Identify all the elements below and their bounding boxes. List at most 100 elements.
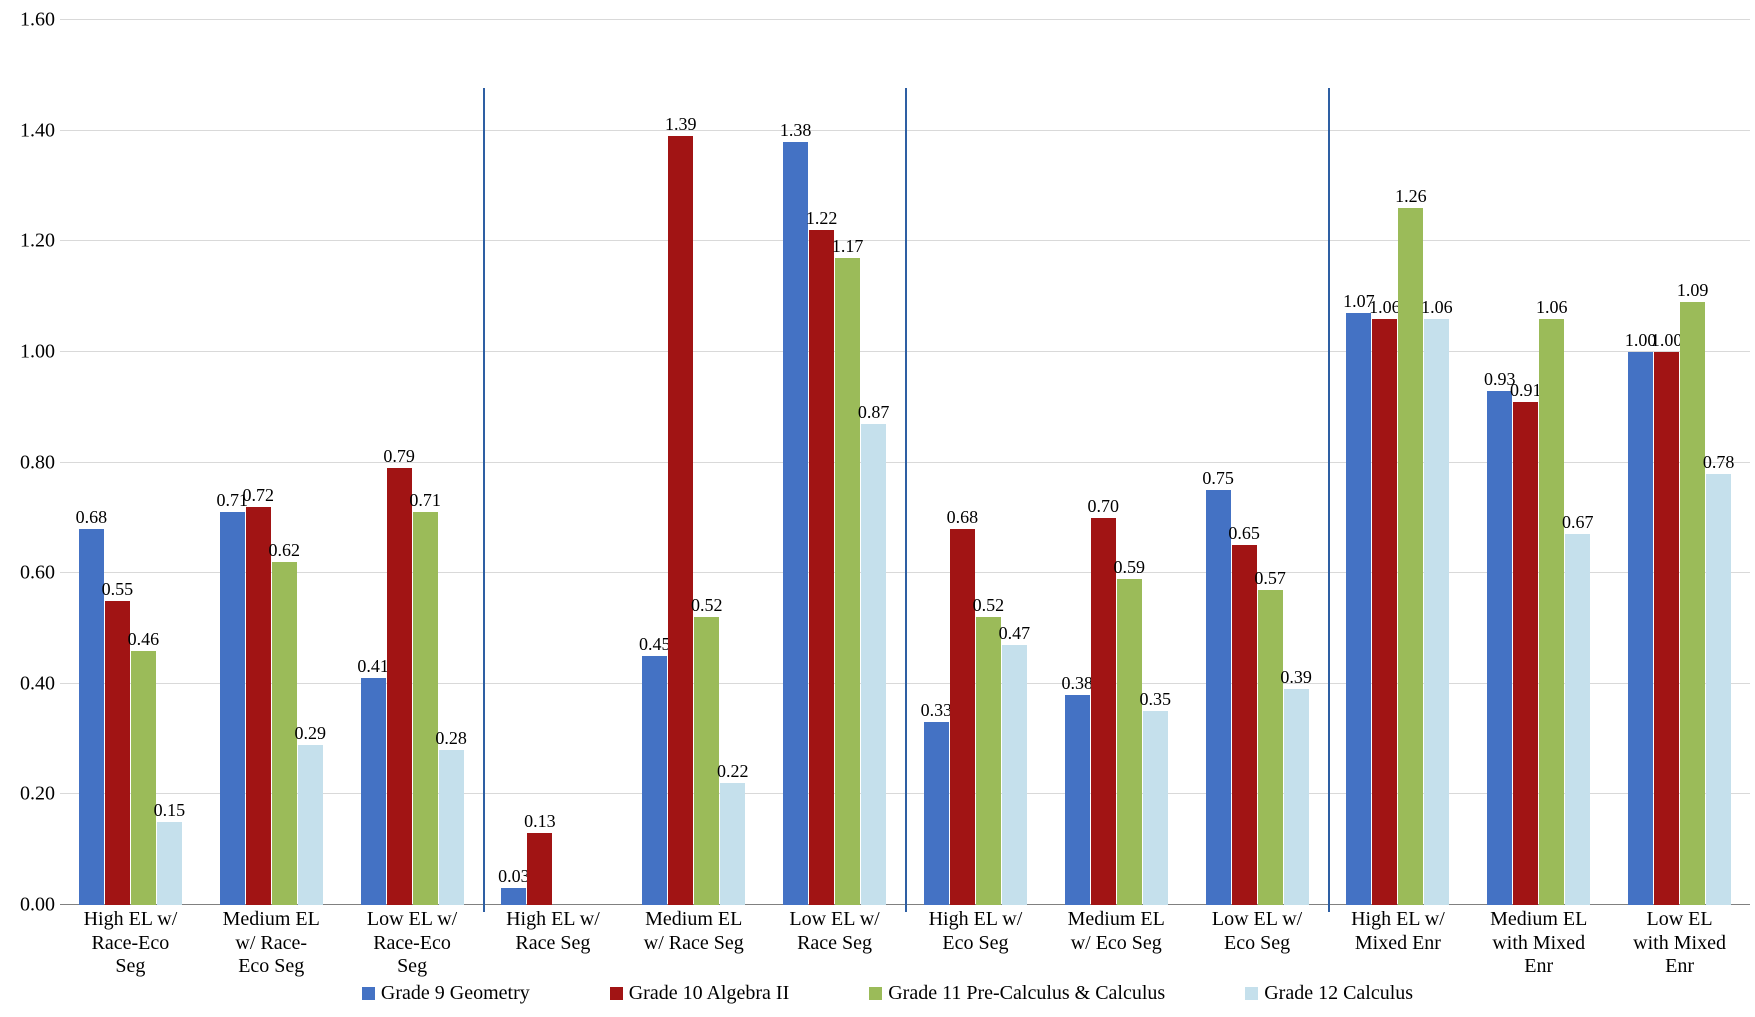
- legend-label: Grade 11 Pre-Calculus & Calculus: [888, 982, 1165, 1005]
- legend-item: Grade 11 Pre-Calculus & Calculus: [869, 982, 1165, 1005]
- bar-group: 0.680.550.460.15: [60, 20, 201, 905]
- bar: 0.93: [1487, 391, 1512, 905]
- bar-value-label: 0.72: [242, 485, 274, 506]
- legend-item: Grade 12 Calculus: [1245, 982, 1413, 1005]
- bar: 0.62: [272, 562, 297, 905]
- bar-value-label: 1.06: [1369, 297, 1401, 318]
- bar: 0.52: [694, 617, 719, 905]
- bar: 1.06: [1424, 319, 1449, 905]
- category-label: Low EL w/Race Seg: [764, 908, 905, 955]
- bar-value-label: 1.26: [1395, 186, 1427, 207]
- bar-value-label: 1.22: [806, 208, 838, 229]
- category-label: Medium ELw/ Race-Eco Seg: [201, 908, 342, 979]
- bar-value-label: 0.35: [1139, 689, 1171, 710]
- legend-label: Grade 10 Algebra II: [629, 982, 790, 1005]
- category-label: Low EL w/Eco Seg: [1187, 908, 1328, 955]
- y-tick-label: 0.40: [10, 672, 55, 695]
- category-label: High EL w/Mixed Enr: [1328, 908, 1469, 955]
- y-tick-label: 0.60: [10, 562, 55, 585]
- bar-value-label: 0.75: [1202, 468, 1234, 489]
- bar: 1.09: [1680, 302, 1705, 905]
- bar: 0.55: [105, 601, 130, 905]
- bar: 0.03: [501, 888, 526, 905]
- bar: 1.26: [1398, 208, 1423, 905]
- bar-value-label: 0.13: [524, 811, 556, 832]
- bar-cluster: 1.071.061.261.06: [1328, 20, 1469, 905]
- legend-label: Grade 9 Geometry: [381, 982, 530, 1005]
- bar: 0.38: [1065, 695, 1090, 905]
- bar-value-label: 1.17: [832, 236, 864, 257]
- bar-group: 0.380.700.590.35: [1046, 20, 1187, 905]
- legend: Grade 9 Geometry Grade 10 Algebra II Grade…: [10, 982, 1755, 1005]
- bar: 0.75: [1206, 490, 1231, 905]
- bar: 0.47: [1002, 645, 1027, 905]
- bar: 0.87: [861, 424, 886, 905]
- bar-value-label: 0.28: [435, 728, 467, 749]
- category-label: High EL w/Race-EcoSeg: [60, 908, 201, 979]
- bar-value-label: 1.39: [665, 114, 697, 135]
- bar: 0.59: [1117, 579, 1142, 905]
- legend-item: Grade 10 Algebra II: [610, 982, 790, 1005]
- bar: 0.45: [642, 656, 667, 905]
- bar-value-label: 0.68: [947, 507, 979, 528]
- bar-value-label: 0.87: [858, 402, 890, 423]
- bar-group: 1.071.061.261.06: [1328, 20, 1469, 905]
- bar-value-label: 0.79: [383, 446, 415, 467]
- bar: 1.00: [1628, 352, 1653, 905]
- category-label: Low EL w/Race-EcoSeg: [342, 908, 483, 979]
- bar: 0.15: [157, 822, 182, 905]
- bar-value-label: 0.78: [1703, 452, 1735, 473]
- legend-item: Grade 9 Geometry: [362, 982, 530, 1005]
- bar: 1.06: [1372, 319, 1397, 905]
- bar: 0.52: [976, 617, 1001, 905]
- category-label: High EL w/Race Seg: [483, 908, 624, 955]
- bar: 0.71: [220, 512, 245, 905]
- bar-value-label: 0.52: [691, 595, 723, 616]
- bar: 0.79: [387, 468, 412, 905]
- bar-value-label: 0.62: [268, 540, 300, 561]
- legend-swatch: [610, 987, 623, 1000]
- bar: 0.39: [1284, 689, 1309, 905]
- bar-value-label: 0.39: [1280, 667, 1312, 688]
- bar-value-label: 0.47: [999, 623, 1031, 644]
- bar-value-label: 0.70: [1087, 496, 1119, 517]
- bar: 0.72: [246, 507, 271, 905]
- bar-group: 0.930.911.060.67: [1468, 20, 1609, 905]
- bar-value-label: 1.06: [1536, 297, 1568, 318]
- bar: 1.07: [1346, 313, 1371, 905]
- bar-group: 0.451.390.520.22: [623, 20, 764, 905]
- bar-cluster: 0.680.550.460.15: [60, 20, 201, 905]
- bar: 0.33: [924, 722, 949, 905]
- bar-group: 1.001.001.090.78: [1609, 20, 1750, 905]
- bar-value-label: 0.91: [1510, 380, 1542, 401]
- bar-cluster: 0.380.700.590.35: [1046, 20, 1187, 905]
- bar-group: 0.710.720.620.29: [201, 20, 342, 905]
- bar: 1.00: [1654, 352, 1679, 905]
- section-divider: [905, 88, 907, 912]
- bar: 1.22: [809, 230, 834, 905]
- bar-value-label: 1.06: [1421, 297, 1453, 318]
- bar-value-label: 0.41: [357, 656, 389, 677]
- y-tick-label: 1.40: [10, 119, 55, 142]
- bar: 0.71: [413, 512, 438, 905]
- bar-value-label: 0.68: [76, 507, 108, 528]
- y-tick-label: 1.00: [10, 340, 55, 363]
- bar: 0.68: [79, 529, 104, 905]
- bar: 0.91: [1513, 402, 1538, 905]
- bar: 1.17: [835, 258, 860, 905]
- bar-group: 0.750.650.570.39: [1187, 20, 1328, 905]
- bar: 0.70: [1091, 518, 1116, 905]
- bar: 0.35: [1143, 711, 1168, 905]
- bar-group: 0.410.790.710.28: [342, 20, 483, 905]
- bar: 0.67: [1565, 534, 1590, 905]
- bar: 1.39: [668, 136, 693, 905]
- bar-value-label: 1.09: [1677, 280, 1709, 301]
- bar-value-label: 1.00: [1651, 330, 1683, 351]
- bar-value-label: 0.38: [1061, 673, 1093, 694]
- legend-label: Grade 12 Calculus: [1264, 982, 1413, 1005]
- bar: 0.57: [1258, 590, 1283, 905]
- plot-area: 0.680.550.460.150.710.720.620.290.410.79…: [60, 20, 1750, 905]
- section-divider: [483, 88, 485, 912]
- bar: 1.06: [1539, 319, 1564, 905]
- bar-value-label: 0.15: [154, 800, 186, 821]
